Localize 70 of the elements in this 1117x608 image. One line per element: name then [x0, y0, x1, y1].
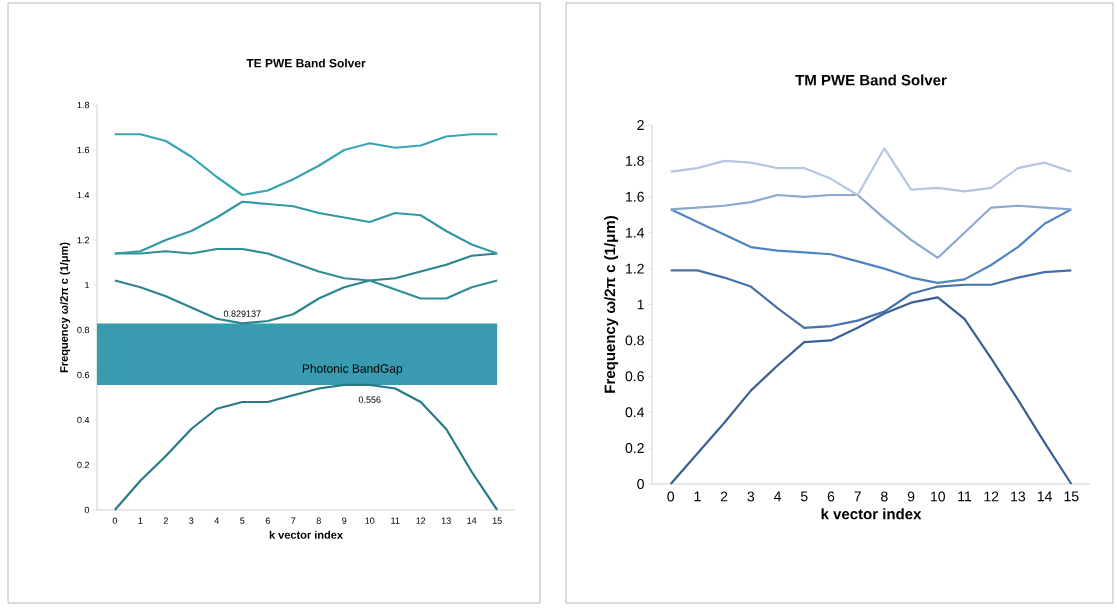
- x-tick-label: 3: [189, 517, 194, 524]
- x-tick-label: 0: [112, 517, 118, 524]
- x-tick-label: 6: [265, 517, 270, 524]
- annotation: 0.829137: [223, 310, 261, 317]
- y-tick-label: 1: [85, 281, 90, 289]
- y-axis-title: Frequency ω/2π c (1/μm): [604, 216, 619, 393]
- x-tick-label: 11: [958, 491, 972, 502]
- line-series: [669, 208, 1073, 285]
- y-tick-label: 0.8: [77, 326, 90, 334]
- x-tick-label: 10: [365, 517, 375, 524]
- x-tick-label: 4: [773, 491, 781, 502]
- y-tick-label: 1.6: [626, 191, 644, 202]
- x-tick-label: 15: [492, 517, 502, 524]
- annotation: 0.556: [358, 396, 381, 403]
- x-tick-label: 6: [827, 491, 835, 502]
- x-tick-label: 14: [467, 517, 477, 524]
- y-tick-label: 1.6: [77, 146, 90, 154]
- x-axis-title: k vector index: [269, 530, 343, 539]
- x-tick-label: 11: [391, 517, 400, 524]
- y-tick-label: 0.8: [625, 335, 644, 346]
- y-tick-label: 0.2: [625, 443, 644, 454]
- x-tick-label: 2: [720, 491, 728, 502]
- x-tick-label: 10: [931, 491, 946, 502]
- y-tick-label: 2: [637, 120, 644, 130]
- x-tick-label: 8: [881, 491, 888, 502]
- x-tick-label: 0: [667, 491, 675, 502]
- chart-title: TE PWE Band Solver: [246, 58, 366, 68]
- y-tick-label: 0.4: [625, 407, 645, 418]
- x-tick-label: 8: [316, 517, 321, 524]
- y-tick-label: 0.6: [77, 371, 90, 379]
- x-tick-label: 5: [800, 491, 808, 502]
- line-series: [669, 269, 1073, 329]
- y-tick-label: 1.4: [626, 227, 645, 238]
- y-tick-label: 1.8: [626, 155, 644, 166]
- y-tick-label: 0.6: [625, 371, 644, 382]
- chart-title: TM PWE Band Solver: [795, 74, 947, 86]
- y-tick-label: 1.8: [77, 101, 90, 109]
- line-series: [113, 383, 499, 512]
- x-tick-label: 12: [984, 491, 999, 502]
- line-series: [669, 193, 1073, 259]
- x-tick-label: 7: [854, 491, 861, 502]
- x-tick-label: 13: [441, 517, 451, 524]
- x-tick-label: 9: [342, 517, 347, 524]
- x-tick-label: 7: [291, 517, 296, 524]
- x-tick-label: 13: [1011, 491, 1026, 502]
- x-tick-label: 4: [214, 517, 220, 524]
- band-label: Photonic BandGap: [302, 363, 403, 376]
- y-tick-label: 1.2: [77, 236, 90, 244]
- x-tick-label: 3: [747, 491, 755, 502]
- y-tick-label: 1.2: [626, 263, 644, 274]
- line-series: [113, 133, 499, 197]
- x-tick-label: 14: [1037, 491, 1052, 502]
- x-tick-label: 5: [240, 517, 245, 524]
- x-tick-label: 12: [416, 517, 426, 524]
- x-tick-label: 9: [907, 491, 915, 502]
- line-series: [669, 147, 1073, 197]
- x-axis-title: k vector index: [821, 508, 922, 520]
- x-tick-label: 1: [138, 517, 143, 524]
- y-axis-title: Frequency ω/2π c (1/μm): [59, 242, 71, 373]
- y-tick-label: 0.2: [77, 461, 90, 469]
- y-tick-label: 0: [637, 479, 644, 489]
- y-tick-label: 1.4: [77, 191, 90, 199]
- line-series: [669, 296, 1073, 486]
- y-tick-label: 0: [84, 506, 90, 514]
- line-series: [113, 252, 499, 325]
- x-tick-label: 2: [163, 517, 168, 524]
- y-tick-label: 1: [637, 299, 644, 310]
- y-tick-label: 0.4: [77, 416, 90, 424]
- x-tick-label: 1: [694, 491, 701, 502]
- x-tick-label: 15: [1064, 491, 1079, 502]
